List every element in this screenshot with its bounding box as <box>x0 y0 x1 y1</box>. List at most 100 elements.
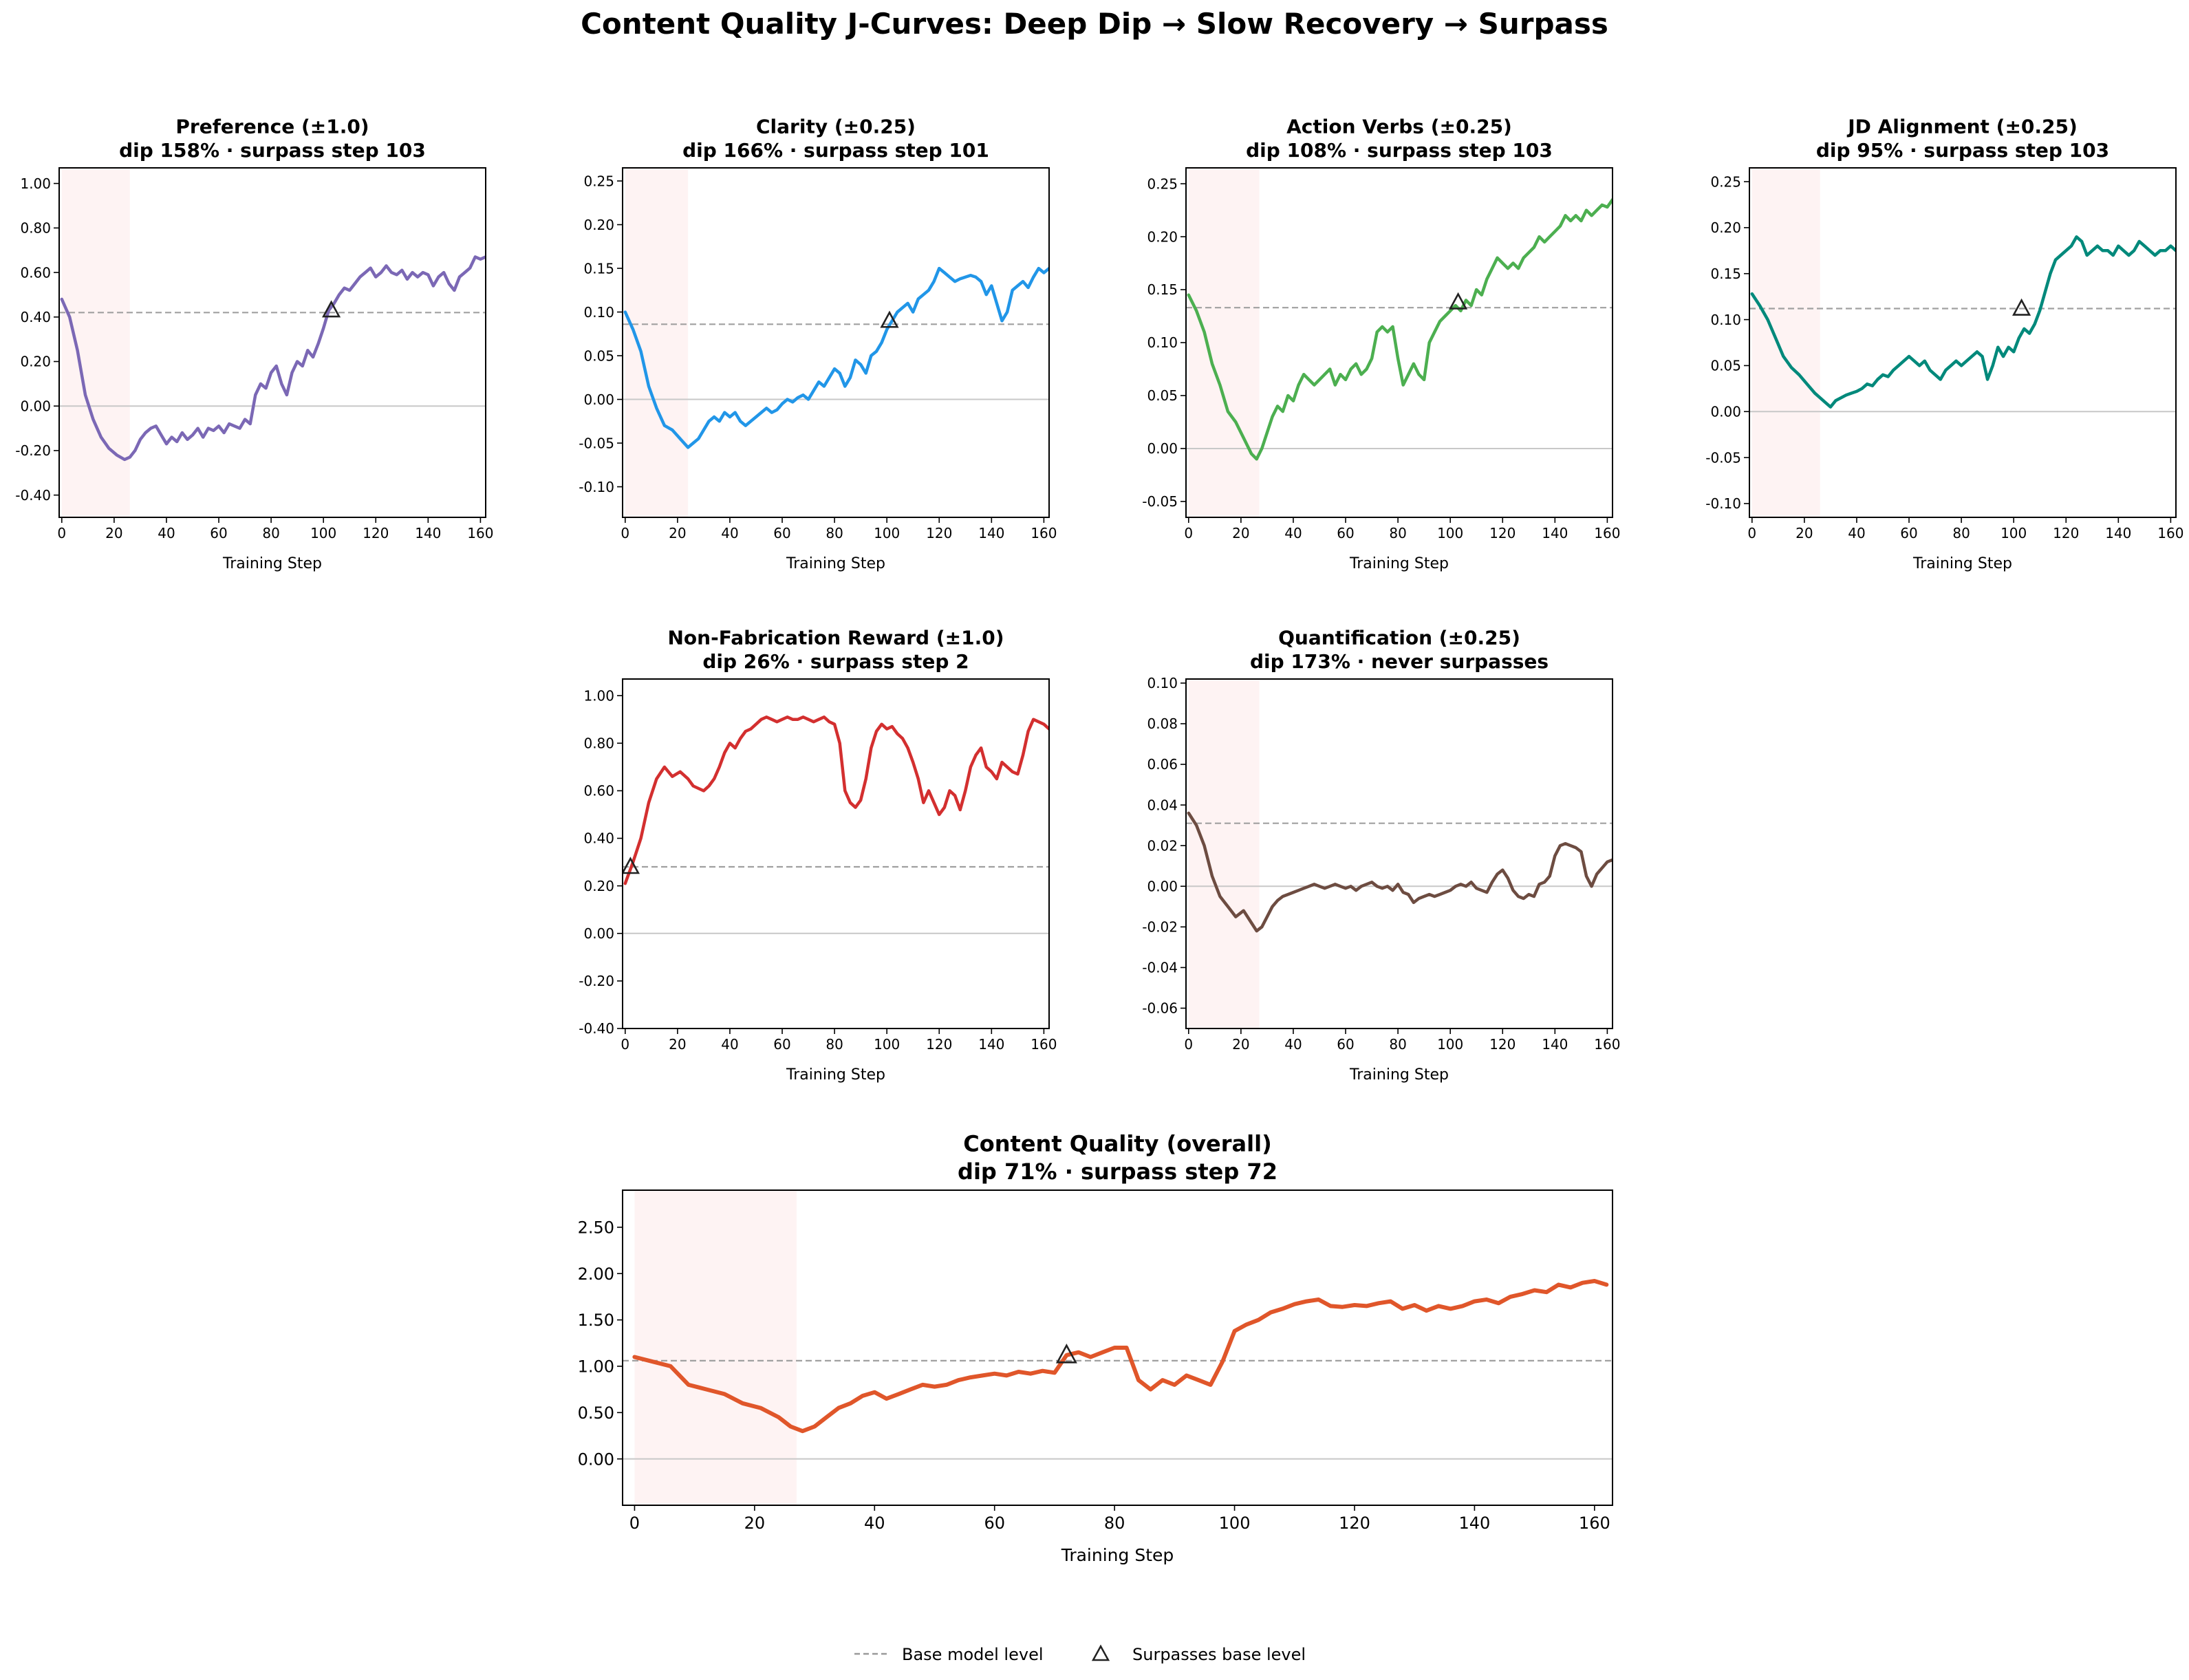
y-tick-label: 0.25 <box>1147 175 1178 192</box>
x-tick-label: 120 <box>2053 525 2079 541</box>
x-tick-label: 60 <box>210 525 227 541</box>
x-tick-label: 160 <box>1031 525 1057 541</box>
x-tick-label: 120 <box>363 525 389 541</box>
plot-area <box>1749 168 2176 517</box>
chart-panel-5: 0 20 40 60 80 100 120 140 160 -0.40 -0.20 0.00 0.20 0… <box>579 626 1057 1084</box>
panel-subtitle: dip 26% · surpass step 2 <box>702 650 969 673</box>
panel-subtitle: dip 158% · surpass step 103 <box>119 139 426 162</box>
x-tick-label: 80 <box>1389 525 1406 541</box>
panel-subtitle: dip 71% · surpass step 72 <box>958 1159 1277 1185</box>
y-tick-label: 0.20 <box>1710 219 1741 236</box>
legend-base-level-label: Base model level <box>902 1645 1044 1664</box>
series-line <box>1187 197 1613 461</box>
panel-title: Preference (±1.0) <box>175 115 369 138</box>
x-tick-label: 80 <box>826 525 843 541</box>
y-tick-label: 0.00 <box>583 391 614 408</box>
x-tick-label: 0 <box>57 525 66 541</box>
x-tick-label: 140 <box>415 525 441 541</box>
y-tick-label: 0.04 <box>1147 797 1178 813</box>
surpass-marker <box>1055 1344 1077 1364</box>
x-tick-label: 60 <box>984 1514 1005 1533</box>
x-tick-label: 120 <box>926 1036 952 1053</box>
chart-panel-4: 0 20 40 60 80 100 120 140 160 -0.10 -0.05 0.00 0.05 0… <box>1705 115 2183 572</box>
series-line <box>623 715 1049 885</box>
surpass-marker <box>623 857 640 874</box>
x-tick-label: 20 <box>744 1514 766 1533</box>
x-tick-label: 40 <box>721 525 738 541</box>
axes-frame <box>622 678 1050 1029</box>
y-tick-label: 0.15 <box>1147 281 1178 298</box>
y-tick-label: 0.06 <box>1147 756 1178 773</box>
dip-region <box>1188 168 1260 517</box>
x-axis-label: Training Step <box>1912 555 2012 572</box>
y-tick-label: 0.10 <box>1147 334 1178 351</box>
y-tick-label: 0.80 <box>20 220 51 237</box>
x-tick-label: 160 <box>467 525 493 541</box>
x-tick-label: 160 <box>1594 525 1620 541</box>
x-tick-label: 100 <box>874 525 900 541</box>
y-tick-label: -0.40 <box>15 487 51 504</box>
plot-area <box>1186 679 1613 1029</box>
x-tick-label: 100 <box>874 1036 900 1053</box>
panel-title: Quantification (±0.25) <box>1278 626 1520 649</box>
x-tick-label: 40 <box>1848 525 1865 541</box>
y-tick-label: 0.20 <box>20 354 51 370</box>
y-tick-label: -0.20 <box>579 973 614 989</box>
legend-surpass-marker <box>1091 1644 1110 1661</box>
y-tick-label: 0.05 <box>1710 358 1741 374</box>
x-tick-label: 140 <box>1542 1036 1568 1053</box>
y-tick-label: -0.05 <box>579 435 614 451</box>
x-tick-label: 40 <box>158 525 175 541</box>
surpass-marker <box>321 300 341 318</box>
y-tick-label: 2.00 <box>578 1264 614 1284</box>
x-tick-label: 140 <box>978 525 1004 541</box>
y-tick-label: -0.40 <box>579 1020 614 1037</box>
x-tick-label: 0 <box>1184 1036 1193 1053</box>
panel-subtitle: dip 173% · never surpasses <box>1250 650 1549 673</box>
panel-title: Content Quality (overall) <box>963 1131 1271 1157</box>
x-tick-label: 20 <box>1232 525 1249 541</box>
legend-surpass-label: Surpasses base level <box>1132 1645 1306 1664</box>
x-axis-label: Training Step <box>1061 1545 1174 1565</box>
x-tick-label: 60 <box>773 1036 790 1053</box>
chart-panel-3: 0 20 40 60 80 100 120 140 160 -0.05 0.00 0.05 0.10 0.… <box>1142 115 1620 572</box>
y-tick-label: 0.15 <box>583 260 614 277</box>
plot-area <box>1186 168 1613 517</box>
surpass-marker <box>1448 292 1468 310</box>
y-tick-label: 0.60 <box>20 264 51 281</box>
surpass-marker <box>880 310 899 328</box>
x-tick-label: 160 <box>1579 1514 1610 1533</box>
figure-title: Content Quality J-Curves: Deep Dip → Slo… <box>581 7 1608 41</box>
y-tick-label: -0.10 <box>1705 495 1741 512</box>
x-tick-label: 20 <box>1796 525 1813 541</box>
x-tick-label: 140 <box>1459 1514 1491 1533</box>
y-tick-label: -0.02 <box>1142 919 1178 936</box>
x-tick-label: 40 <box>1284 1036 1302 1053</box>
x-tick-label: 120 <box>1339 1514 1370 1533</box>
y-tick-label: 0.02 <box>1147 837 1178 854</box>
x-tick-label: 100 <box>1219 1514 1251 1533</box>
axes-frame <box>1185 678 1613 1029</box>
x-tick-label: 20 <box>1232 1036 1249 1053</box>
chart-panel-7: 0 20 40 60 80 100 120 140 160 0.00 0.50 1.00 1.50 2.0… <box>578 1131 1613 1565</box>
y-tick-label: 0.20 <box>583 878 614 894</box>
x-axis-label: Training Step <box>786 1066 885 1084</box>
x-tick-label: 60 <box>1337 525 1354 541</box>
y-tick-label: 0.00 <box>1710 403 1741 420</box>
x-tick-label: 80 <box>1104 1514 1125 1533</box>
figure-legend: Base model level Surpasses base level <box>854 1644 1306 1664</box>
y-tick-label: 0.20 <box>1147 228 1178 245</box>
y-tick-label: -0.10 <box>579 479 614 495</box>
y-tick-label: -0.04 <box>1142 960 1178 976</box>
surpass-marker <box>2012 298 2031 316</box>
x-tick-label: 140 <box>978 1036 1004 1053</box>
plot-area <box>623 1190 1613 1505</box>
x-axis-label: Training Step <box>786 555 885 572</box>
y-tick-label: 0.60 <box>583 783 614 799</box>
series-line <box>632 1279 1609 1434</box>
y-tick-label: 1.00 <box>578 1357 614 1377</box>
plot-area <box>59 168 486 517</box>
y-tick-label: -0.05 <box>1142 493 1178 510</box>
x-tick-label: 0 <box>629 1514 640 1533</box>
